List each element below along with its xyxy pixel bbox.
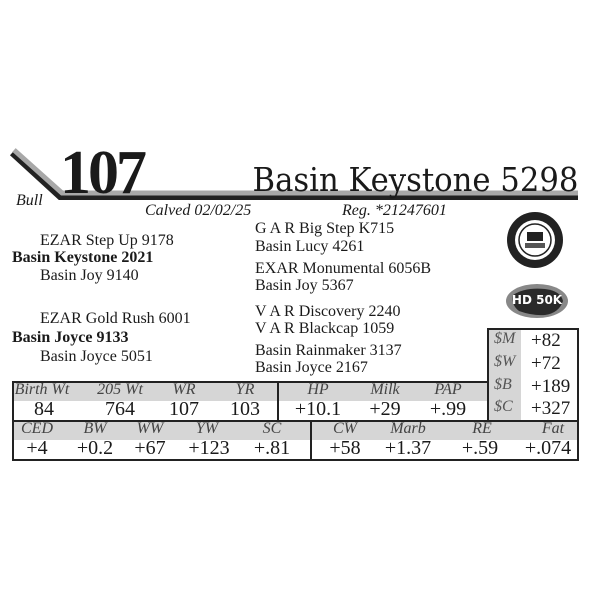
lot-number: 107 [60,139,147,207]
perf-header: 205 Wt [97,381,143,398]
pedigree-right-line: Basin Joyce 2167 [255,359,368,376]
epd-value: +.81 [253,437,291,459]
index-label: $B [494,376,512,393]
epd-value: +4 [26,437,48,459]
epd-header: CW [333,420,357,437]
epd-value: +58 [329,437,361,459]
perf-value: 103 [230,398,260,420]
pedigree-dam-sire: EZAR Gold Rush 6001 [40,310,191,327]
perf-header: PAP [434,381,462,398]
pedigree-dam-dam: Basin Joyce 5051 [40,348,153,365]
perf-header: HP [307,381,329,398]
animal-name: Basin Keystone 5298 [252,160,578,199]
epd-value: +67 [134,437,166,459]
epd-value: +0.2 [76,437,114,459]
hd50k-label: HD 50K [511,293,563,307]
pedigree-right-line: G A R Big Step K715 [255,220,395,237]
epd-value: +.074 [524,437,572,459]
epd-header: RE [472,420,492,437]
pedigree-right-line: Basin Joy 5367 [255,277,354,294]
pedigree-right-line: V A R Discovery 2240 [255,303,401,320]
certified-seal-icon [507,212,563,268]
perf-header: Birth Wt [14,381,70,398]
pedigree-right-line: EXAR Monumental 6056B [255,260,431,277]
dollar-index-box: $M +82 $W +72 $B +189 $C +327 [487,328,579,422]
epd-value: +123 [188,437,230,459]
index-value: +72 [531,353,561,374]
pedigree-dam: Basin Joyce 9133 [12,329,129,346]
pedigree-sire-sire: EZAR Step Up 9178 [40,232,174,249]
registration-number: Reg. *21247601 [342,202,447,219]
epd-header: Marb [390,420,426,437]
epd-header: YW [195,420,219,437]
epd-value: +.59 [461,437,499,459]
pedigree-right-line: Basin Rainmaker 3137 [255,342,402,359]
index-value: +189 [531,376,571,397]
pedigree-sire-dam: Basin Joy 9140 [40,267,139,284]
index-label: $W [494,353,516,370]
index-value: +327 [531,398,571,419]
perf-value: 107 [169,398,199,420]
hd50k-badge: HD 50K [505,283,569,319]
hd50k-badge-icon [506,284,568,318]
perf-value: +29 [369,398,401,420]
epd-value: +1.37 [384,437,432,459]
perf-header: Milk [370,381,400,398]
perf-header: YR [235,381,255,398]
epd-header: CED [21,420,53,437]
perf-value: +.99 [429,398,467,420]
index-label: $M [494,330,516,347]
pedigree-right-line: V A R Blackcap 1059 [255,320,395,337]
perf-value: +10.1 [294,398,342,420]
pedigree-right-line: Basin Lucy 4261 [255,238,365,255]
pedigree-sire: Basin Keystone 2021 [12,249,154,266]
index-value: +82 [531,330,561,351]
perf-header: WR [172,381,196,398]
perf-value: 764 [105,398,135,420]
perf-value: 84 [34,398,54,420]
animal-type: Bull [16,192,43,209]
epd-header: Fat [541,420,565,437]
epd-header: BW [83,420,107,437]
calved-date: Calved 02/02/25 [145,202,252,219]
epd-table-right [310,420,579,461]
epd-header: WW [136,420,164,437]
index-label: $C [494,398,513,415]
epd-header: SC [262,420,282,437]
